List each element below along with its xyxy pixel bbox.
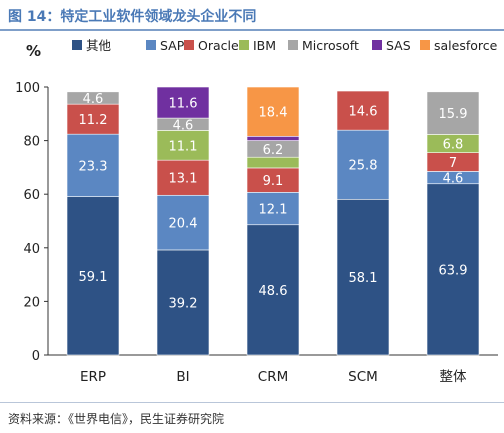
source-note: 资料来源：《世界电信》，民生证券研究院 (8, 412, 225, 426)
bar-segment-BI-2 (156, 159, 210, 196)
y-tick-label-60: 60 (23, 188, 40, 203)
figure-title: 图 14：特定工业软件领域龙头企业不同 (8, 9, 257, 25)
legend-swatch-4 (288, 40, 298, 50)
bar-segment-CRM-2 (246, 167, 300, 193)
bar-segment-BI-0 (156, 249, 210, 356)
stacked-bar-chart: % 其他 SAP Oracle IBM Microsoft SAS salesforce 0… (15, 38, 498, 385)
bar-segment-BI-5 (156, 86, 210, 119)
legend-label-5: SAS (386, 38, 411, 53)
legend: 其他 SAP Oracle IBM Microsoft SAS salesforce (72, 38, 498, 53)
data-label-整体-2: 7 (449, 156, 457, 171)
data-label-CRM-1: 12.1 (259, 203, 288, 218)
x-tick-label-2: CRM (258, 369, 288, 385)
y-tick-label-40: 40 (23, 242, 40, 257)
data-label-BI-1: 20.4 (169, 217, 198, 232)
bar-segment-CRM-6 (246, 86, 300, 137)
data-label-SCM-2: 14.6 (349, 105, 378, 120)
data-label-ERP-4: 4.6 (83, 92, 104, 107)
data-label-BI-4: 4.6 (173, 118, 194, 133)
x-tick-label-4: 整体 (440, 369, 467, 385)
bar-segment-CRM-5 (246, 136, 300, 141)
title-underline (0, 29, 504, 31)
bar-segment-整体-0 (426, 183, 480, 356)
legend-label-0: 其他 (86, 38, 112, 53)
legend-label-3: IBM (253, 38, 276, 53)
data-label-BI-0: 39.2 (169, 296, 198, 311)
bar-segment-ERP-1 (66, 133, 120, 197)
x-tick-label-3: SCM (348, 369, 378, 385)
y-tick-label-100: 100 (15, 81, 40, 96)
data-label-CRM-0: 48.6 (259, 284, 288, 299)
legend-label-6: salesforce (434, 38, 498, 53)
data-label-ERP-0: 59.1 (79, 270, 108, 285)
data-label-ERP-2: 11.2 (79, 113, 108, 128)
bar-segment-ERP-0 (66, 196, 120, 356)
data-label-BI-2: 13.1 (169, 172, 198, 187)
bar-segment-SCM-2 (336, 90, 390, 131)
legend-swatch-6 (420, 40, 430, 50)
legend-swatch-3 (239, 40, 249, 50)
bar-segment-CRM-3 (246, 156, 300, 169)
data-label-整体-0: 63.9 (439, 263, 468, 278)
y-tick-label-0: 0 (32, 349, 40, 364)
bar-segment-BI-1 (156, 194, 210, 251)
legend-label-4: Microsoft (302, 38, 359, 53)
bar-segment-整体-4 (426, 91, 480, 135)
legend-swatch-1 (146, 40, 156, 50)
bar-segment-BI-3 (156, 130, 210, 161)
data-label-整体-4: 15.9 (439, 107, 468, 122)
bar-segment-CRM-0 (246, 224, 300, 356)
legend-swatch-2 (184, 40, 194, 50)
y-axis-label: % (26, 42, 41, 60)
bar-segment-ERP-4 (66, 91, 120, 105)
data-label-整体-1: 4.6 (443, 172, 464, 187)
bars: 59.1 23.3 11.2 4.6 39.2 20.4 13.1 11.1 4.6 11.6 48… (66, 86, 480, 356)
y-tick-label-80: 80 (23, 135, 40, 150)
axes: 0 20 40 60 80 100 (15, 81, 498, 364)
x-tick-label-0: ERP (80, 369, 106, 385)
legend-swatch-5 (372, 40, 382, 50)
legend-label-1: SAP (160, 38, 185, 53)
bar-segment-CRM-1 (246, 192, 300, 226)
legend-label-2: Oracle (198, 38, 239, 53)
data-label-CRM-2: 9.1 (263, 174, 284, 189)
data-label-整体-3: 6.8 (443, 138, 464, 153)
data-label-SCM-1: 25.8 (349, 159, 378, 174)
data-label-CRM-4: 6.2 (263, 143, 284, 158)
data-label-BI-5: 11.6 (169, 97, 198, 112)
bar-segment-ERP-2 (66, 103, 120, 135)
bar-segment-SCM-1 (336, 129, 390, 200)
y-tick-label-20: 20 (23, 295, 40, 310)
x-tick-label-1: BI (176, 369, 189, 385)
data-label-BI-3: 11.1 (169, 139, 198, 154)
data-label-ERP-1: 23.3 (79, 159, 108, 174)
data-label-CRM-6: 18.4 (259, 106, 288, 121)
legend-swatch-0 (72, 40, 82, 50)
footer-rule (0, 402, 504, 403)
data-label-SCM-0: 58.1 (349, 271, 378, 286)
x-tick-labels: ERP BI CRM SCM 整体 (80, 369, 467, 385)
